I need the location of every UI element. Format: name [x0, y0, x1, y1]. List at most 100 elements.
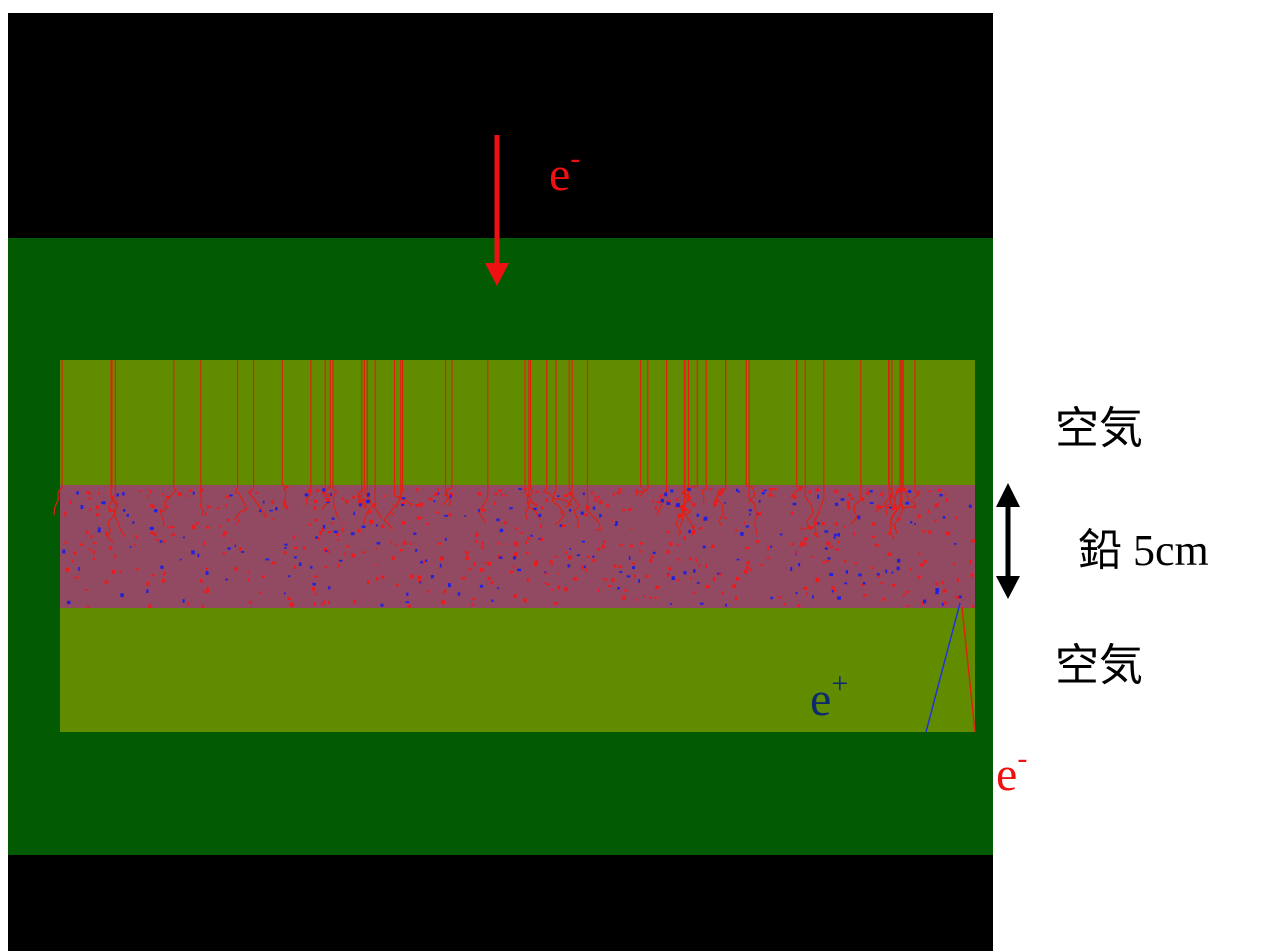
- photon-hit: [377, 542, 381, 545]
- photon-hit: [259, 510, 261, 513]
- electron-hit: [494, 493, 497, 495]
- electron-hit: [262, 576, 265, 578]
- electron-hit: [711, 545, 714, 549]
- photon-hit: [491, 599, 493, 602]
- electron-hit: [562, 525, 565, 528]
- photon-hit: [197, 554, 199, 557]
- electron-hit: [918, 491, 920, 493]
- electron-hit: [676, 498, 679, 500]
- electron-hit: [617, 492, 621, 494]
- electron-hit: [135, 535, 137, 539]
- photon-hit: [458, 592, 461, 595]
- electron-hit: [162, 493, 164, 495]
- electron-hit: [545, 582, 547, 584]
- electron-hit: [465, 551, 468, 555]
- electron-hit: [370, 520, 374, 524]
- electron-hit: [225, 504, 227, 506]
- electron-hit: [523, 598, 526, 602]
- photon-hit: [959, 596, 962, 599]
- electron-hit: [381, 525, 384, 529]
- photon-hit: [618, 587, 620, 589]
- electron-hit: [308, 524, 311, 526]
- photon-hit: [81, 505, 84, 509]
- photon-hit: [885, 570, 887, 574]
- photon-hit: [478, 509, 480, 512]
- electron-hit: [566, 551, 568, 553]
- electron-hit: [605, 579, 607, 581]
- electron-hit: [557, 573, 559, 575]
- electron-hit: [692, 530, 696, 533]
- electron-hit: [344, 553, 346, 556]
- photon-hit: [697, 582, 700, 584]
- electron-hit: [290, 602, 293, 604]
- shower-track: [636, 492, 642, 493]
- photon-hit: [275, 507, 277, 510]
- electron-hit: [692, 503, 695, 507]
- photon-hit: [835, 503, 838, 506]
- electron-hit: [221, 535, 225, 537]
- photon-hit: [818, 522, 820, 524]
- electron-hit: [487, 562, 491, 566]
- electron-hit: [72, 560, 74, 563]
- electron-hit: [853, 532, 855, 535]
- electron-hit: [942, 581, 944, 584]
- electron-hit: [416, 488, 418, 491]
- photon-hit: [98, 529, 101, 532]
- photon-hit: [908, 490, 911, 493]
- shower-track: [54, 507, 55, 515]
- electron-hit: [471, 604, 474, 607]
- photon-hit: [499, 557, 503, 559]
- electron-hit: [223, 531, 227, 534]
- electron-hit: [863, 594, 867, 596]
- photon-hit: [310, 566, 312, 569]
- photon-hit: [943, 516, 946, 518]
- photon-hit: [877, 573, 880, 575]
- photon-hit: [413, 533, 416, 535]
- photon-hit: [101, 502, 103, 504]
- electron-hit: [709, 488, 712, 490]
- electron-hit: [555, 556, 557, 558]
- electron-hit: [945, 493, 947, 496]
- electron-hit: [597, 548, 600, 550]
- photon-hit: [724, 502, 726, 504]
- photon-hit: [676, 503, 680, 507]
- electron-hit: [396, 584, 398, 587]
- electron-hit: [223, 552, 226, 554]
- electron-hit: [847, 493, 849, 495]
- electron-hit: [667, 531, 670, 533]
- photon-hit: [632, 566, 635, 569]
- electron-hit: [93, 542, 97, 544]
- electron-hit: [372, 503, 375, 505]
- electron-hit: [331, 522, 334, 524]
- photon-hit: [664, 492, 667, 496]
- electron-hit: [294, 566, 296, 569]
- electron-hit: [906, 605, 909, 607]
- electron-hit: [736, 577, 739, 581]
- electron-hit: [482, 542, 484, 546]
- photon-hit: [530, 535, 532, 537]
- photon-hit: [942, 603, 944, 606]
- electron-hit: [692, 533, 695, 535]
- electron-hit: [866, 492, 870, 495]
- electron-hit: [163, 572, 166, 576]
- electron-hit: [944, 601, 946, 604]
- page: e- 空気 鉛 5cm 空気 e+ e- (() => { const data…: [0, 0, 1263, 951]
- electron-hit: [756, 540, 759, 543]
- electron-hit: [165, 496, 169, 498]
- photon-hit: [315, 536, 318, 538]
- electron-hit: [683, 536, 686, 540]
- electron-hit: [815, 577, 819, 579]
- photon-hit: [832, 590, 834, 592]
- electron-hit: [203, 590, 205, 593]
- photon-hit: [117, 493, 119, 496]
- electron-hit: [668, 567, 672, 570]
- electron-hit: [811, 556, 813, 558]
- electron-hit: [96, 513, 99, 516]
- photon-hit: [160, 566, 163, 569]
- electron-hit: [480, 568, 484, 572]
- electron-hit: [634, 575, 636, 578]
- photon-hit: [577, 554, 580, 556]
- electron-hit: [699, 563, 701, 566]
- electron-hit: [826, 560, 829, 562]
- electron-hit: [503, 521, 506, 524]
